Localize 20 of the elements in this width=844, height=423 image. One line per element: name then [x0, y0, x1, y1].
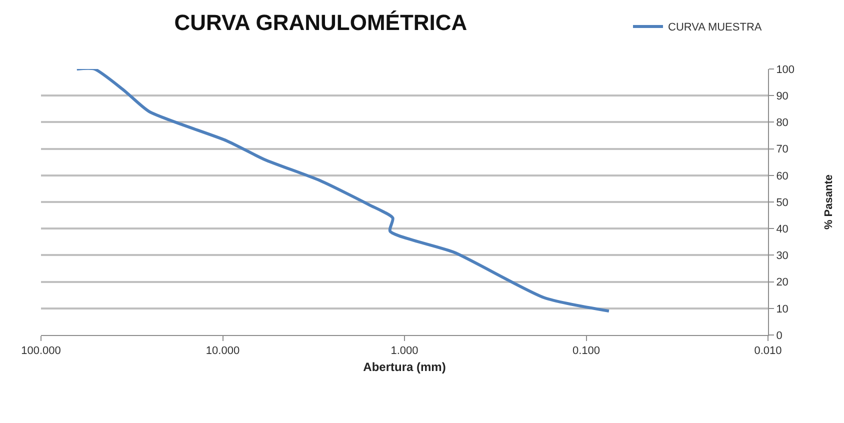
y-tick-label: 0 [776, 330, 782, 342]
x-tick-label: 100.000 [21, 345, 61, 358]
chart-title: CURVA GRANULOMÉTRICA [174, 10, 468, 36]
legend-label: CURVA MUESTRA [668, 22, 762, 34]
y-tick-label: 60 [776, 170, 788, 182]
x-tick-label: 1.000 [390, 345, 418, 358]
y-tick-label: 20 [776, 276, 788, 289]
y-tick-label: 90 [776, 90, 788, 102]
y-tick-label: 50 [776, 196, 788, 209]
x-tick-label: 0.100 [572, 345, 600, 358]
y-axis-title: % Pasante [822, 174, 835, 230]
x-axis-title: Abertura (mm) [363, 360, 446, 374]
y-tick-label: 40 [776, 223, 788, 236]
y-tick-label: 70 [776, 144, 788, 156]
y-tick-label: 80 [776, 117, 788, 130]
x-tick-label: 0.010 [754, 345, 782, 358]
y-tick-label: 30 [776, 250, 788, 262]
x-tick-label: 10.000 [206, 345, 240, 358]
y-tick-label: 10 [776, 303, 788, 316]
y-tick-label: 100 [776, 64, 795, 76]
